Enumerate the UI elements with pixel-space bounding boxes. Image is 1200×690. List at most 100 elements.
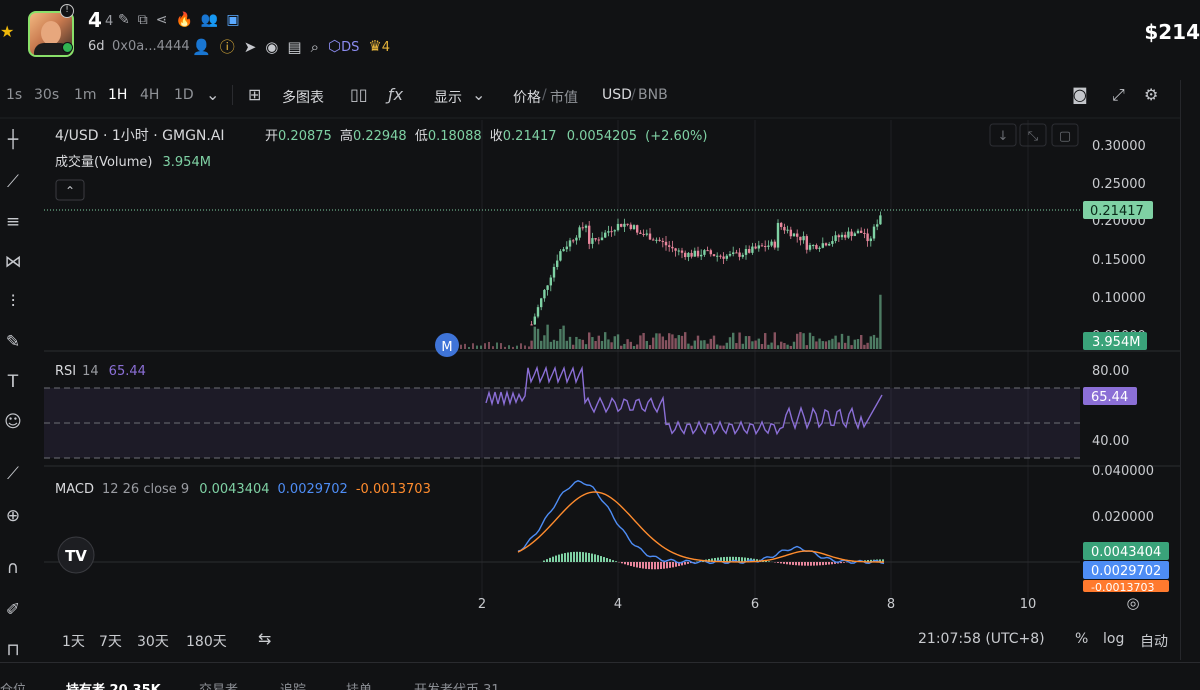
volume-bar xyxy=(879,294,882,349)
community-icon[interactable]: 👥 xyxy=(200,12,219,28)
interval-4h[interactable]: 4H xyxy=(140,87,160,103)
candle-body xyxy=(776,222,780,248)
volume-bar xyxy=(543,335,546,349)
tab-holders[interactable]: 持有者 20.35K xyxy=(66,679,161,690)
candle-body xyxy=(594,238,597,240)
axis-settings-icon[interactable]: ◎ xyxy=(1126,594,1139,612)
camera-icon[interactable]: ◙ xyxy=(1072,85,1088,104)
text-tool-icon[interactable]: T xyxy=(7,372,19,392)
goto-date-icon[interactable]: ⇆ xyxy=(258,629,272,648)
macd-histogram-bar xyxy=(822,562,824,566)
contract-address[interactable]: 0x0a...4444 xyxy=(112,39,190,54)
candle-type-icon[interactable]: ▯▯ xyxy=(350,85,368,104)
crosshair-icon[interactable]: ┼ xyxy=(7,130,19,150)
edit-icon[interactable]: ✎ xyxy=(118,12,130,28)
tab-position[interactable]: 仓位 xyxy=(0,679,26,690)
signal-badge xyxy=(1083,561,1169,579)
telegram-icon[interactable]: ➤ xyxy=(243,38,257,56)
volume-bar xyxy=(508,345,510,349)
price-axis-label: 0.25000 xyxy=(1092,177,1146,192)
dev-user-icon[interactable]: 👤 xyxy=(192,38,211,56)
interval-1d[interactable]: 1D xyxy=(174,87,194,103)
fib-retracement-icon[interactable]: ≡ xyxy=(5,212,21,232)
pattern-icon[interactable]: ⋈ xyxy=(4,252,22,272)
percent-toggle[interactable]: % xyxy=(1075,631,1089,647)
toggle-slash: / xyxy=(542,87,547,103)
chevron-down-icon[interactable]: ⌄ xyxy=(206,85,220,104)
indicators-icon[interactable]: ƒx xyxy=(388,85,404,104)
zoom-in-icon[interactable]: ⊕ xyxy=(5,506,21,526)
crown-icon[interactable]: ♛4 xyxy=(368,37,391,55)
volume-bar xyxy=(610,342,613,349)
volume-bar xyxy=(620,345,623,349)
tab-traders[interactable]: 交易者 xyxy=(199,679,238,690)
settings-gear-icon[interactable]: ⚙ xyxy=(1144,85,1159,104)
range-30d[interactable]: 30天 xyxy=(137,634,169,650)
interval-30s[interactable]: 30s xyxy=(34,87,60,103)
display-chevron-icon[interactable]: ⌄ xyxy=(472,85,486,104)
mcap-toggle[interactable]: 市值 xyxy=(550,90,578,106)
bnb-toggle[interactable]: BNB xyxy=(638,87,668,103)
range-180d[interactable]: 180天 xyxy=(186,634,227,650)
candle-body xyxy=(805,236,808,250)
volume-bar xyxy=(799,332,802,349)
log-toggle[interactable]: log xyxy=(1103,631,1125,647)
emoji-icon[interactable]: ☺ xyxy=(4,412,22,432)
tab-dev-tokens[interactable]: 开发者代币 31 xyxy=(414,679,500,690)
rsi-legend: RSI 14 65.44 xyxy=(55,364,146,379)
ds-icon[interactable]: ⬡DS xyxy=(327,37,360,55)
usd-toggle[interactable]: USD xyxy=(602,87,632,103)
chat-icon[interactable]: ▤ xyxy=(287,38,302,56)
add-chart-icon[interactable]: ⊞ xyxy=(248,85,262,104)
macd-badge-text: 0.0043404 xyxy=(1091,545,1161,560)
fire-icon[interactable]: 🔥 xyxy=(175,12,193,28)
website-icon[interactable]: ◉ xyxy=(265,38,279,56)
multi-chart-button[interactable]: 多图表 xyxy=(282,90,324,106)
lock-icon[interactable]: ⊓ xyxy=(6,640,20,660)
copy-icon[interactable]: ⧉ xyxy=(137,12,148,28)
macd-histogram-bar xyxy=(837,562,839,564)
volume-bar xyxy=(844,342,847,349)
search-icon[interactable]: ⌕ xyxy=(310,38,319,56)
warning-icon[interactable]: ⓘ xyxy=(219,38,235,56)
candle-body xyxy=(575,237,578,241)
range-7d[interactable]: 7天 xyxy=(99,634,122,650)
volume-bar xyxy=(869,336,872,349)
volume-bar xyxy=(789,345,792,349)
trendline-icon[interactable]: ⟋ xyxy=(7,172,19,192)
display-button[interactable]: 显示 xyxy=(434,90,462,106)
price-toggle[interactable]: 价格 xyxy=(513,90,541,106)
volume-bar xyxy=(664,340,668,349)
magnet-icon[interactable]: ∩ xyxy=(6,558,20,578)
auto-toggle[interactable]: 自动 xyxy=(1140,634,1168,650)
pencil-lock-icon[interactable]: ✐ xyxy=(5,600,21,620)
boost-icon[interactable]: ▣ xyxy=(226,12,240,28)
ruler-icon[interactable]: ⟋ xyxy=(7,464,19,484)
interval-1s[interactable]: 1s xyxy=(6,87,23,103)
interval-1m[interactable]: 1m xyxy=(74,87,97,103)
share-icon[interactable]: ⋖ xyxy=(155,12,168,28)
pane-collapse-button[interactable] xyxy=(1019,123,1047,147)
macd-histogram-bar xyxy=(879,559,881,562)
marker-circle[interactable] xyxy=(435,333,459,357)
tab-orders[interactable]: 挂单 xyxy=(346,679,372,690)
candle-body xyxy=(821,243,824,248)
price-chart[interactable]: M TV ↓ ⤡ ▢ ⌃ 4/USD · 1小时 · GMGN.AI 开0.20… xyxy=(0,110,1180,622)
collapse-legend-button[interactable] xyxy=(55,179,85,201)
star-icon[interactable]: ★ xyxy=(0,22,15,41)
pane-down-button[interactable] xyxy=(989,123,1017,147)
interval-1h[interactable]: 1H xyxy=(108,87,128,103)
macd-histogram-bar xyxy=(570,552,572,562)
macd-histogram-bar xyxy=(780,562,782,564)
volume-bar xyxy=(568,336,572,349)
tab-tracking[interactable]: 追踪 xyxy=(280,679,306,690)
projection-icon[interactable]: ⫶ xyxy=(10,292,16,312)
range-1d[interactable]: 1天 xyxy=(62,634,85,650)
macd-legend: MACD 12 26 close 9 0.0043404 0.0029702 -0.00… xyxy=(55,482,431,497)
clock[interactable]: 21:07:58 (UTC+8) xyxy=(918,631,1045,647)
macd-histogram-bar xyxy=(594,554,596,562)
brush-icon[interactable]: ✎ xyxy=(5,332,21,352)
volume-bar xyxy=(802,333,805,349)
pane-maximize-button[interactable] xyxy=(1051,123,1079,147)
fullscreen-icon[interactable]: ⤢ xyxy=(1112,85,1125,104)
